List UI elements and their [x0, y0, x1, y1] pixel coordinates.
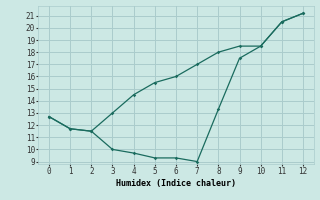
X-axis label: Humidex (Indice chaleur): Humidex (Indice chaleur)	[116, 179, 236, 188]
